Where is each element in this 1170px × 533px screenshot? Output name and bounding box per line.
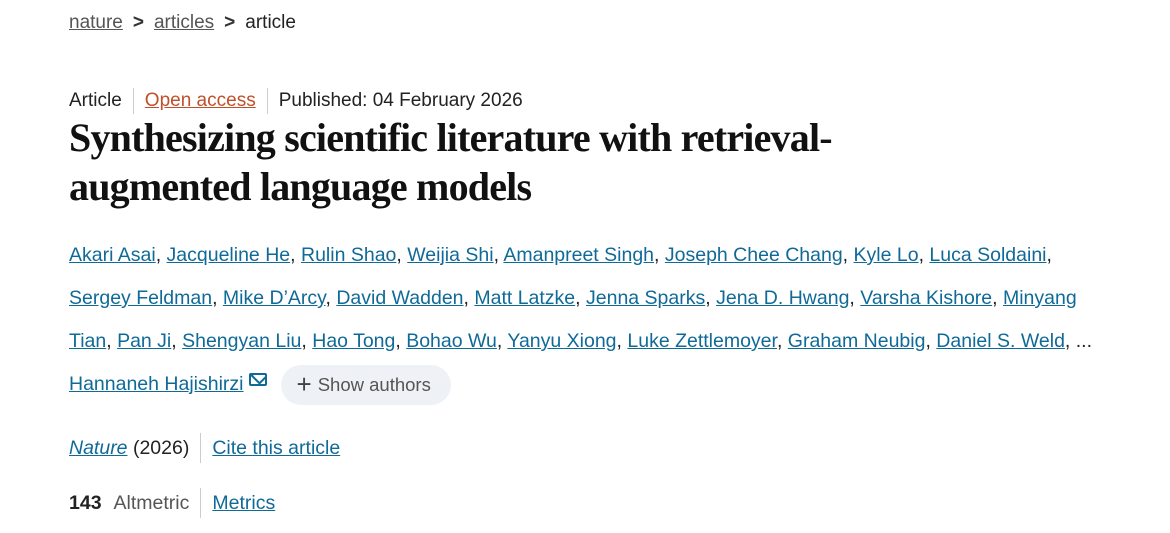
author-link[interactable]: Rulin Shao	[300, 244, 397, 266]
author-link[interactable]: Daniel S. Weld	[936, 330, 1065, 352]
metrics-link[interactable]: Metrics	[212, 491, 276, 514]
author-link[interactable]: Shengyan Liu	[182, 330, 302, 352]
author-link[interactable]: David Wadden	[336, 287, 464, 309]
author-link[interactable]: Jenna Sparks	[586, 287, 706, 309]
author-link[interactable]: Bohao Wu	[406, 330, 497, 352]
author-link[interactable]: Kyle Lo	[853, 244, 919, 266]
author-link[interactable]: Weijia Shi	[407, 244, 494, 266]
author-link[interactable]: Graham Neubig	[787, 330, 926, 352]
citation-year: (2026)	[132, 436, 190, 459]
altmetric-score: 143	[69, 491, 102, 514]
breadcrumb-articles[interactable]: articles	[153, 12, 215, 33]
journal-link[interactable]: Nature	[69, 436, 128, 459]
chevron-right-icon: >	[132, 12, 144, 33]
article-meta: Article Open access Published: 04 Februa…	[69, 88, 523, 114]
show-authors-button[interactable]: + Show authors	[280, 364, 451, 405]
author-link[interactable]: Mike D’Arcy	[222, 287, 326, 309]
author-link[interactable]: Luca Soldaini	[929, 244, 1047, 266]
published-date: Published: 04 February 2026	[278, 90, 523, 111]
mail-icon[interactable]	[248, 373, 267, 386]
divider	[132, 88, 134, 114]
cite-article-link[interactable]: Cite this article	[212, 436, 341, 459]
author-link[interactable]: Amanpreet Singh	[503, 244, 655, 266]
show-authors-label: Show authors	[317, 374, 431, 396]
author-link[interactable]: Hao Tong	[312, 330, 396, 352]
author-link[interactable]: Minyang Tian	[69, 287, 1077, 352]
divider	[200, 488, 202, 518]
article-type: Article	[69, 90, 122, 111]
citation: Nature (2026) Cite this article	[69, 433, 340, 463]
breadcrumb-nature[interactable]: nature	[69, 12, 123, 33]
author-link[interactable]: Akari Asai	[69, 244, 156, 266]
author-link[interactable]: Sergey Feldman	[69, 287, 213, 309]
author-link[interactable]: Pan Ji	[117, 330, 172, 352]
chevron-right-icon: >	[224, 12, 236, 33]
divider	[200, 433, 202, 463]
altmetric-label: Altmetric	[113, 491, 190, 514]
breadcrumb-current: article	[245, 12, 296, 33]
author-link[interactable]: Jena D. Hwang	[716, 287, 850, 309]
author-link[interactable]: Luke Zettlemoyer	[627, 330, 777, 352]
author-link[interactable]: Joseph Chee Chang	[664, 244, 843, 266]
metrics-bar: 143 Altmetric Metrics	[69, 488, 275, 518]
page-title: Synthesizing scientific literature with …	[69, 115, 833, 209]
divider	[266, 88, 268, 114]
author-link[interactable]: Yanyu Xiong	[507, 330, 617, 352]
author-link[interactable]: Matt Latzke	[474, 287, 576, 309]
author-list: Akari Asai, Jacqueline He, Rulin Shao, W…	[69, 234, 1099, 406]
authors-ellipsis: ...	[1075, 330, 1093, 352]
plus-icon: +	[296, 369, 312, 400]
breadcrumb: nature > articles > article	[69, 12, 296, 34]
author-link[interactable]: Varsha Kishore	[860, 287, 993, 309]
open-access-link[interactable]: Open access	[144, 90, 256, 111]
corresponding-author-link[interactable]: Hannaneh Hajishirzi	[69, 373, 244, 395]
author-link[interactable]: Jacqueline He	[166, 244, 291, 266]
